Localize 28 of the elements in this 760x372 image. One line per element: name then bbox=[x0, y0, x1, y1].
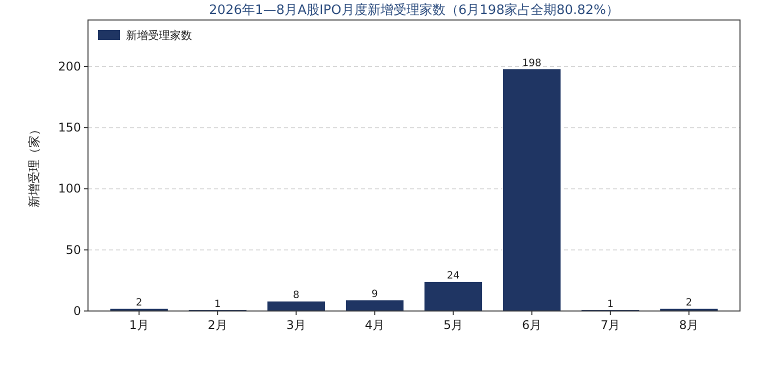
data-label: 8 bbox=[292, 290, 300, 302]
y-tick-label: 150 bbox=[58, 120, 81, 135]
x-tick-label: 1月 bbox=[129, 318, 149, 332]
x-tick-label: 5月 bbox=[443, 318, 464, 332]
data-label: 9 bbox=[372, 288, 378, 300]
bar bbox=[502, 68, 562, 312]
bar bbox=[345, 300, 404, 312]
data-label: 2 bbox=[136, 298, 142, 309]
chart-title: 2026年1—8月A股IPO月度新增受理家数（6月198家占全期80.82%） bbox=[208, 2, 620, 18]
bar bbox=[266, 300, 326, 312]
x-tick-label: 3月 bbox=[286, 318, 306, 332]
y-axis-title: 新增受理（家） bbox=[27, 124, 41, 208]
y-tick-label: 50 bbox=[66, 242, 81, 257]
data-label: 1 bbox=[214, 298, 221, 310]
y-tick-label: 0 bbox=[73, 304, 81, 318]
y-tick-label: 100 bbox=[58, 182, 81, 196]
x-tick-label: 2月 bbox=[208, 318, 228, 332]
x-tick-label: 7月 bbox=[600, 318, 620, 332]
x-tick-label: 6月 bbox=[522, 318, 542, 332]
data-label: 24 bbox=[446, 270, 460, 282]
data-label: 198 bbox=[522, 58, 542, 69]
x-tick-label: 4月 bbox=[364, 318, 385, 332]
data-label: 2 bbox=[686, 298, 692, 309]
y-tick-label: 200 bbox=[58, 59, 81, 74]
bar bbox=[424, 281, 483, 312]
legend-label: 新增受理家数 bbox=[126, 29, 192, 42]
x-tick-label: 8月 bbox=[679, 318, 699, 332]
data-label: 1 bbox=[607, 298, 614, 310]
